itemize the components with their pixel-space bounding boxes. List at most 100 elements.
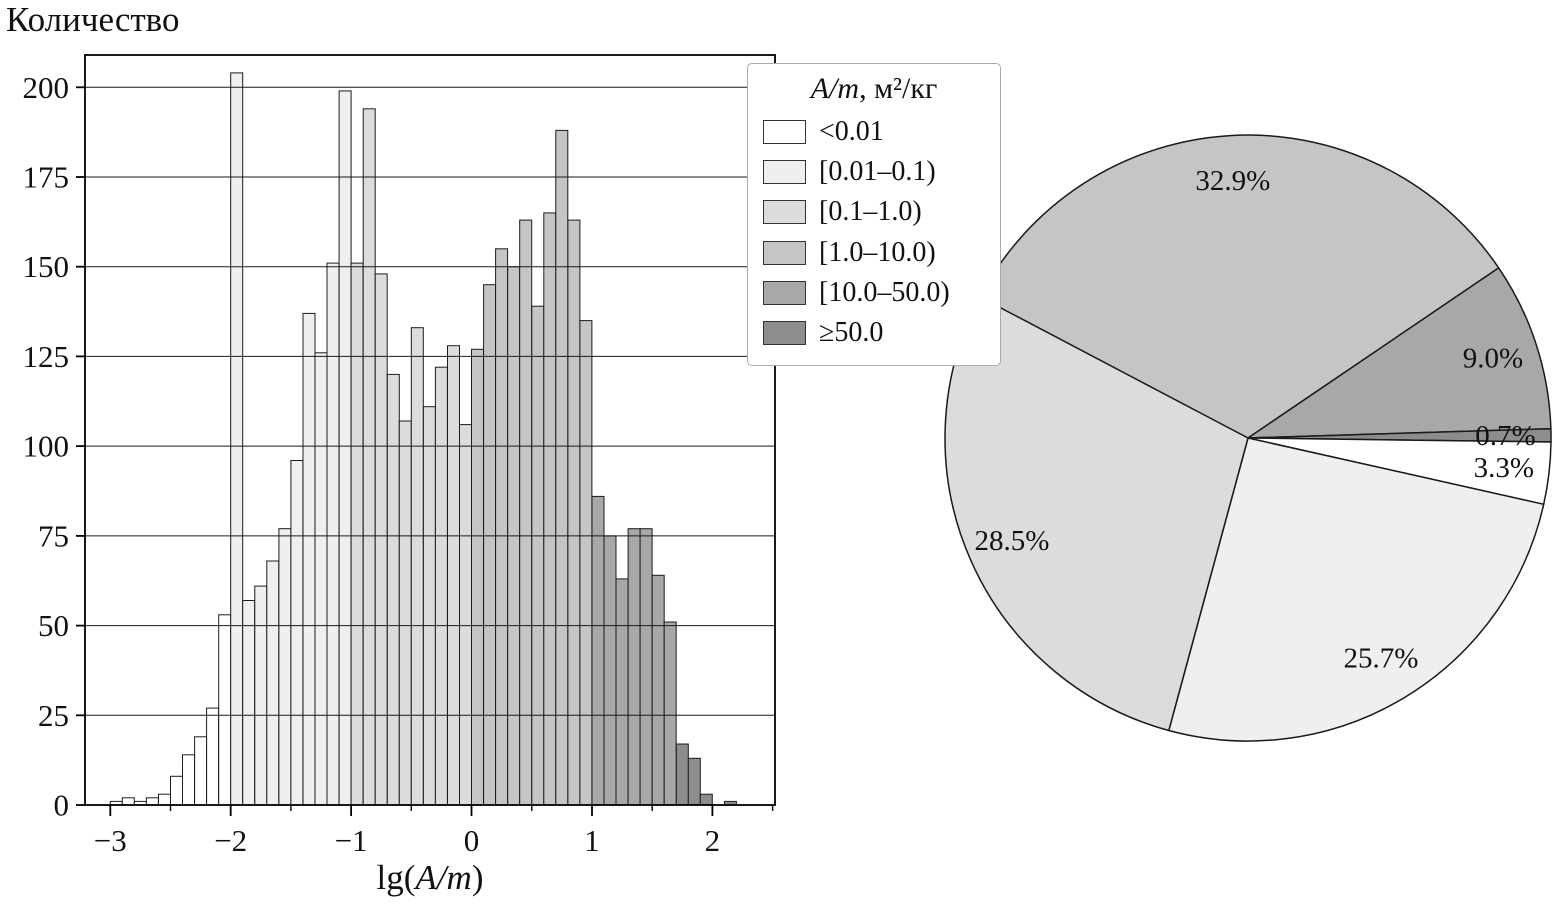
- pie-slice-label: 3.3%: [1474, 452, 1534, 484]
- legend-swatch: [763, 240, 806, 265]
- histogram-bar: [374, 273, 388, 806]
- x-tick-label: −2: [214, 823, 247, 858]
- histogram-bar: [266, 560, 280, 806]
- histogram-bar: [663, 621, 677, 806]
- histogram-bar: [206, 707, 220, 806]
- histogram-bar: [145, 797, 159, 806]
- legend-item-label: [1.0–10.0): [819, 236, 936, 268]
- pie-slice-label: 32.9%: [1195, 165, 1270, 197]
- xlabel-italic: A/m: [415, 858, 472, 897]
- histogram-bar: [121, 797, 135, 806]
- xlabel-post: ): [471, 858, 484, 897]
- histogram-bar: [519, 219, 533, 806]
- histogram-bar: [639, 528, 653, 806]
- legend-title: A/m, м²/кг: [748, 72, 1000, 106]
- histogram-bar: [495, 248, 509, 806]
- legend-swatch: [763, 321, 806, 346]
- histogram-bar: [627, 528, 641, 806]
- histogram-bar: [447, 345, 460, 806]
- pie-slice: [1168, 437, 1545, 742]
- legend-item: ≥50.0: [748, 313, 1000, 353]
- histogram-ylabel-title: Количество: [6, 0, 180, 39]
- y-tick-label: 75: [38, 518, 69, 553]
- histogram-bar: [410, 327, 424, 806]
- y-tick-label: 25: [38, 698, 69, 733]
- legend-title-rest: , м²/кг: [859, 72, 938, 105]
- histogram-bar: [699, 793, 713, 806]
- legend-item: [0.1–1.0): [748, 192, 1000, 232]
- x-tick-label: 0: [464, 823, 480, 858]
- histogram-bar: [471, 348, 484, 806]
- pie-slice: [978, 134, 1500, 439]
- pie-slice-label: 0.7%: [1475, 420, 1535, 452]
- histogram-bar: [603, 535, 617, 806]
- histogram-bar: [386, 373, 400, 806]
- x-tick-label: −1: [335, 823, 368, 858]
- legend-swatch: [763, 280, 806, 305]
- histogram-xlabel: lg(A/m): [320, 858, 540, 898]
- histogram-bar: [434, 366, 448, 806]
- plot-border: [84, 54, 776, 806]
- histogram-bar: [218, 614, 232, 806]
- y-tick-label: 175: [23, 160, 70, 195]
- histogram-bar: [675, 743, 689, 806]
- histogram-bar: [543, 212, 557, 806]
- legend-items: <0.01 [0.01–0.1) [0.1–1.0) [1.0–10.0) [10.0–…: [748, 112, 1000, 353]
- legend-swatch: [763, 160, 806, 185]
- histogram-bar: [687, 757, 701, 806]
- histogram-bar: [302, 312, 316, 806]
- legend-item-label: [10.0–50.0): [819, 276, 950, 308]
- x-tick-label: −3: [94, 823, 127, 858]
- y-tick-label: 50: [38, 608, 69, 643]
- histogram-bar: [579, 320, 593, 806]
- pie-slice: [1247, 267, 1552, 439]
- histogram-bar: [591, 495, 605, 806]
- histogram-chart: 0 25 50 75 100 125 150 175 200 −3 −2 −1 0 1 2: [23, 54, 776, 858]
- histogram-bar: [170, 775, 183, 806]
- histogram-bar: [651, 574, 665, 806]
- legend-item: <0.01: [748, 112, 1000, 152]
- histogram-bar: [422, 406, 436, 806]
- histogram-bar: [314, 352, 328, 806]
- legend-item: [0.01–0.1): [748, 152, 1000, 192]
- legend-item-label: [0.01–0.1): [819, 156, 936, 188]
- histogram-bar: [362, 108, 376, 806]
- histogram-bar: [242, 600, 256, 806]
- histogram-bar: [567, 219, 581, 806]
- histogram-bar: [398, 420, 412, 806]
- x-tick-label: 2: [705, 823, 721, 858]
- y-tick-label: 0: [54, 788, 70, 823]
- histogram-bar: [531, 305, 545, 806]
- histogram-bar: [483, 284, 497, 806]
- histogram-bar: [290, 460, 304, 806]
- legend-swatch: [763, 120, 806, 145]
- histogram-bar: [338, 90, 352, 806]
- legend-swatch: [763, 200, 806, 225]
- legend-title-italic: A/m: [810, 72, 860, 105]
- pie-slice-label: 9.0%: [1463, 343, 1523, 375]
- legend-item: [1.0–10.0): [748, 233, 1000, 273]
- histogram-bar: [158, 793, 171, 806]
- histogram-bar: [350, 262, 364, 806]
- y-tick-label: 125: [23, 339, 70, 374]
- pie-chart: 32.9% 9.0% 0.7%3.3% 25.7% 28.5%: [944, 134, 1552, 742]
- histogram-bar: [459, 424, 472, 806]
- histogram-bar: [182, 754, 195, 806]
- pie-slice-label: 25.7%: [1344, 643, 1419, 675]
- legend-item: [10.0–50.0): [748, 273, 1000, 313]
- histogram-bar: [254, 585, 268, 806]
- histogram-bar: [194, 736, 208, 806]
- pie-slice-label: 28.5%: [974, 525, 1049, 557]
- legend-item-label: ≥50.0: [819, 316, 884, 348]
- y-tick-label: 150: [23, 249, 70, 284]
- histogram-bar: [326, 262, 340, 806]
- histogram-bar: [230, 72, 244, 806]
- y-tick-label: 200: [23, 70, 70, 105]
- histogram-bar: [615, 578, 629, 806]
- legend-item-label: [0.1–1.0): [819, 196, 922, 228]
- legend: A/m, м²/кг <0.01 [0.01–0.1) [0.1–1.0) [1.0–…: [747, 63, 1001, 367]
- xlabel-pre: lg(: [376, 858, 416, 897]
- x-tick-label: 1: [584, 823, 600, 858]
- histogram-bar: [555, 129, 569, 806]
